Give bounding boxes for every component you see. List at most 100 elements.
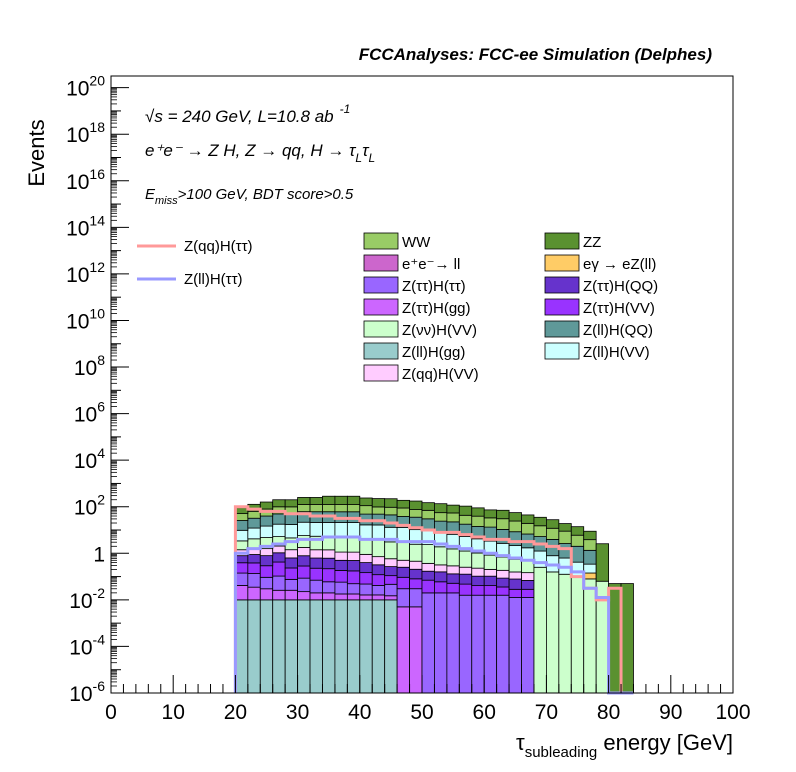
bar-6-0 bbox=[234, 540, 249, 551]
y-tick-label-3: 1 bbox=[93, 543, 105, 566]
bar-4-11 bbox=[371, 564, 386, 576]
bkg-legend-swatch-5 bbox=[544, 276, 580, 294]
bar-2-9 bbox=[346, 583, 361, 595]
bar-3-13 bbox=[396, 576, 410, 590]
bar-1-5 bbox=[297, 591, 311, 601]
bar-4-5 bbox=[297, 555, 311, 567]
bar-0-5 bbox=[297, 599, 311, 694]
bar-2-18 bbox=[458, 594, 473, 694]
bar-12-0 bbox=[234, 507, 249, 515]
y-axis-label: Events bbox=[24, 119, 49, 186]
x-tick-label-3: 30 bbox=[286, 701, 309, 724]
bar-12-25 bbox=[546, 519, 560, 529]
bar-12-24 bbox=[533, 516, 547, 527]
bar-8-9 bbox=[346, 522, 361, 538]
bar-3-6 bbox=[309, 567, 323, 581]
bar-4-1 bbox=[247, 554, 261, 564]
bar-4-15 bbox=[421, 570, 435, 581]
bar-2-15 bbox=[421, 592, 435, 694]
bar-5-5 bbox=[297, 547, 311, 557]
bar-1-13 bbox=[396, 606, 410, 694]
bar-5-20 bbox=[483, 568, 498, 577]
bar-0-6 bbox=[309, 599, 323, 694]
bar-5-22 bbox=[508, 571, 522, 580]
bar-4-10 bbox=[359, 562, 373, 574]
bar-2-1 bbox=[247, 573, 261, 588]
bkg-legend-label-9: Z(ll)H(QQ) bbox=[583, 322, 653, 339]
bar-4-9 bbox=[346, 560, 361, 572]
y-tick-label-11: 1016 bbox=[66, 166, 105, 194]
bar-12-31 bbox=[620, 583, 634, 694]
bar-12-26 bbox=[558, 523, 572, 532]
bar-12-8 bbox=[334, 495, 348, 505]
bar-12-6 bbox=[309, 497, 323, 505]
bar-6-28 bbox=[583, 578, 597, 694]
bkg-legend-swatch-1 bbox=[544, 232, 580, 250]
bkg-legend-label-11: Z(ll)H(VV) bbox=[583, 344, 650, 361]
bar-6-17 bbox=[446, 548, 460, 567]
bar-9-21 bbox=[496, 529, 510, 544]
bar-11-17 bbox=[446, 512, 460, 523]
bar-11-19 bbox=[471, 515, 485, 527]
bar-6-22 bbox=[508, 558, 522, 573]
bar-4-17 bbox=[446, 573, 460, 584]
bkg-legend-swatch-9 bbox=[544, 320, 580, 338]
bar-0-12 bbox=[384, 599, 398, 694]
bar-5-13 bbox=[396, 559, 410, 568]
bar-2-8 bbox=[334, 581, 348, 595]
y-tick-label-2: 10-2 bbox=[69, 585, 105, 613]
bar-0-1 bbox=[247, 599, 261, 694]
y-tick-label-0: 10-6 bbox=[69, 678, 105, 706]
bar-2-22 bbox=[508, 597, 522, 694]
bar-5-6 bbox=[309, 549, 323, 559]
bar-11-1 bbox=[247, 510, 261, 519]
bar-3-15 bbox=[421, 579, 435, 594]
bar-9-15 bbox=[421, 518, 435, 531]
bar-6-14 bbox=[409, 543, 423, 562]
bar-11-13 bbox=[396, 507, 410, 517]
bar-4-19 bbox=[471, 575, 485, 587]
bar-12-14 bbox=[409, 500, 423, 511]
bar-9-27 bbox=[570, 545, 585, 563]
bar-1-6 bbox=[309, 592, 323, 601]
chart-title: FCCAnalyses: FCC-ee Simulation (Delphes) bbox=[359, 45, 713, 64]
bar-3-21 bbox=[496, 586, 510, 596]
bar-0-2 bbox=[259, 599, 274, 694]
bar-9-12 bbox=[384, 514, 398, 528]
y-axis-ticks: 10-6 10-4 10-2 1 102 104 106 108 1010 1012 1014 101… bbox=[66, 73, 129, 706]
bar-11-9 bbox=[346, 504, 361, 513]
bkg-legend-label-2: e⁺e⁻→ ll bbox=[402, 256, 460, 273]
svg-text:τsubleading energy [GeV]: τsubleading energy [GeV] bbox=[516, 730, 733, 761]
bar-2-11 bbox=[371, 585, 386, 596]
bar-3-0 bbox=[234, 562, 249, 574]
signal-line-1 bbox=[233, 535, 634, 695]
bar-12-15 bbox=[421, 502, 435, 511]
x-tick-label-1: 10 bbox=[162, 701, 185, 724]
bar-11-27 bbox=[570, 534, 585, 547]
bar-6-9 bbox=[346, 536, 361, 553]
bar-4-7 bbox=[322, 557, 336, 570]
bkg-legend-label-7: Z(ττ)H(VV) bbox=[583, 300, 655, 317]
bar-2-6 bbox=[309, 579, 323, 594]
annotation-cuts: Emiss>100 GeV, BDT score>0.5 bbox=[145, 186, 354, 207]
bar-8-1 bbox=[247, 527, 261, 540]
bar-5-4 bbox=[284, 549, 299, 559]
bar-12-17 bbox=[446, 504, 460, 514]
annotation-process: e⁺e⁻ → Z H, Z → qq, H → τLτL bbox=[145, 141, 375, 165]
bar-12-13 bbox=[396, 499, 410, 509]
x-axis-ticks: 0 10 20 30 40 50 60 70 80 90 100 bbox=[105, 675, 751, 724]
bar-11-25 bbox=[546, 527, 560, 540]
signal-legend-label-0: Z(qq)H(ττ) bbox=[184, 238, 253, 255]
x-tick-label-5: 50 bbox=[410, 701, 433, 724]
bar-8-3 bbox=[272, 523, 286, 538]
bar-5-18 bbox=[458, 566, 473, 575]
bar-9-2 bbox=[259, 515, 274, 527]
bar-4-18 bbox=[458, 573, 473, 585]
bar-9-28 bbox=[583, 549, 597, 565]
bar-12-16 bbox=[434, 503, 448, 514]
bar-6-26 bbox=[558, 573, 572, 694]
bar-12-3 bbox=[272, 499, 286, 508]
bkg-legend-label-12: Z(qq)H(VV) bbox=[402, 366, 479, 383]
x-tick-label-0: 0 bbox=[105, 701, 117, 724]
